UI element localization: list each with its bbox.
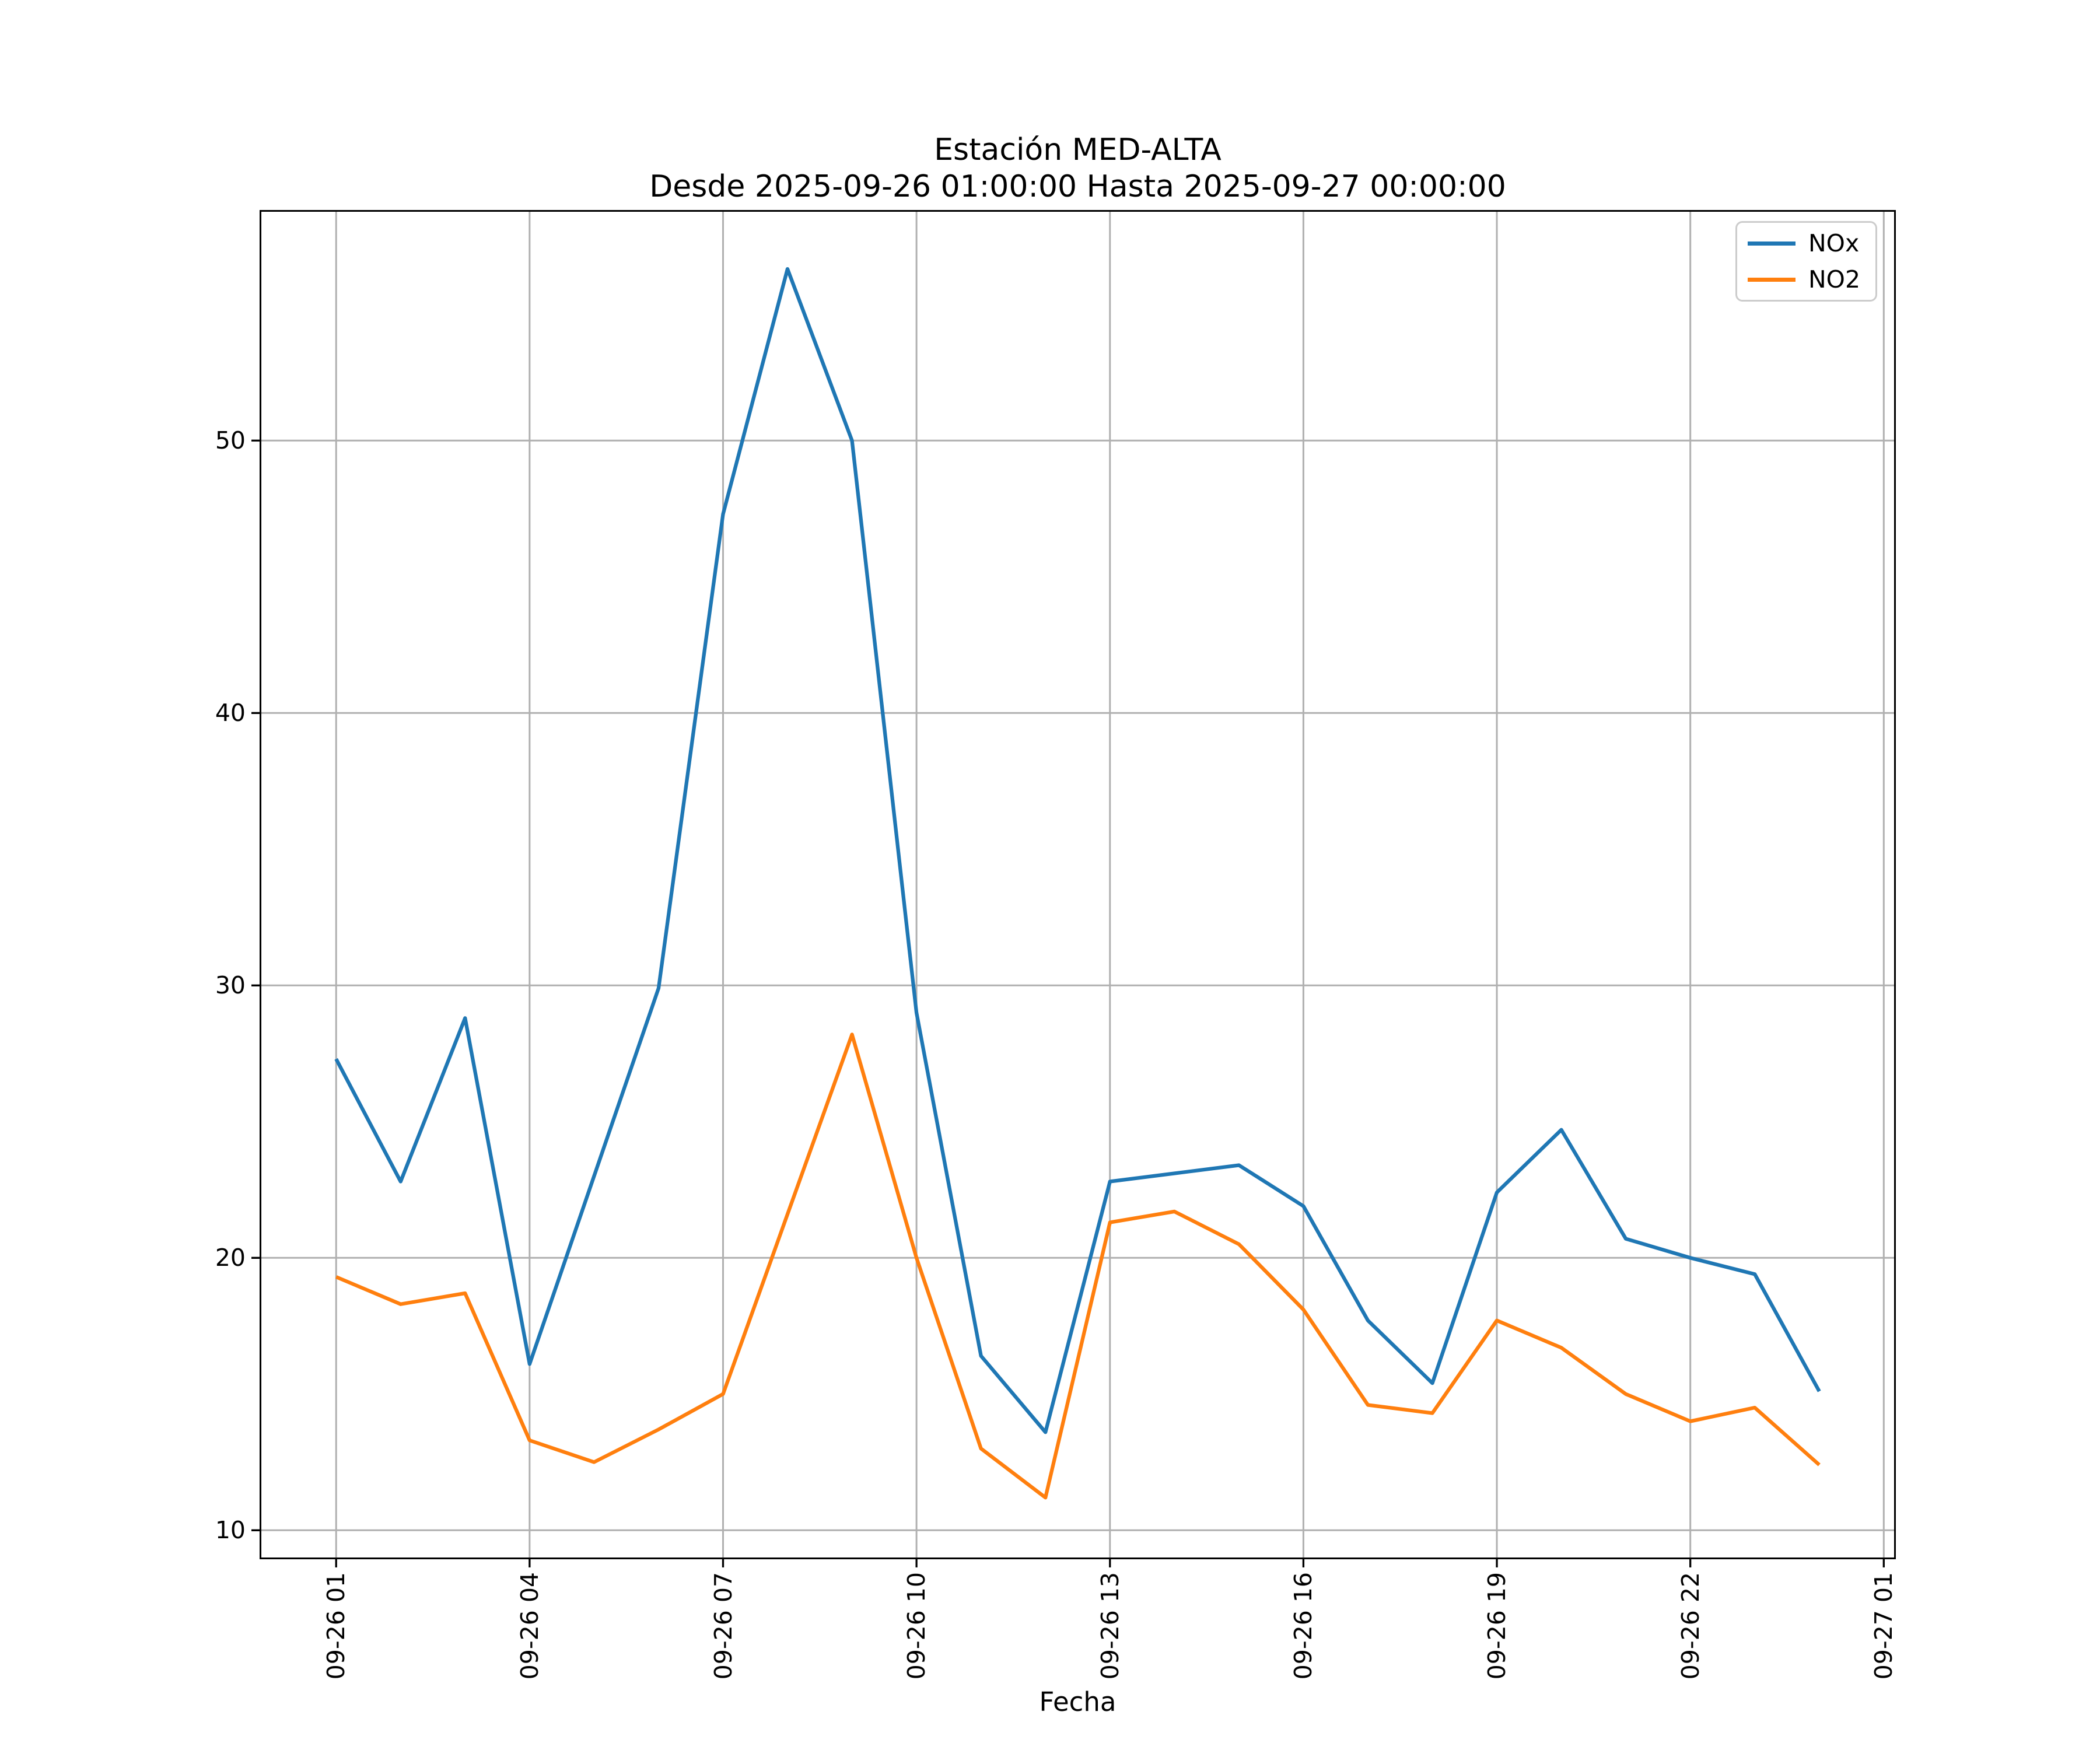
chart-canvas — [251, 212, 1894, 1567]
plot-area — [251, 210, 1896, 1567]
legend-item-no2: NO2 — [1748, 265, 1865, 293]
x-tick-label: 09-26 07 — [709, 1572, 737, 1680]
x-tick-label: 09-26 04 — [515, 1572, 544, 1680]
legend-item-nox: NOx — [1748, 229, 1865, 257]
chart-title-line1: Estación MED-ALTA — [934, 132, 1222, 167]
legend: NOx NO2 — [1735, 221, 1877, 302]
y-tick-label: 40 — [215, 699, 246, 727]
no2-line — [335, 1032, 1821, 1500]
x-tick-label: 09-27 01 — [1870, 1572, 1898, 1680]
y-tick-label: 30 — [215, 971, 246, 1000]
x-tick-label: 09-26 13 — [1096, 1572, 1124, 1680]
x-axis-label: Fecha — [1039, 1686, 1116, 1717]
x-tick-label: 09-26 19 — [1483, 1572, 1511, 1680]
x-tick-label: 09-26 10 — [902, 1572, 931, 1680]
chart-title: Estación MED-ALTA Desde 2025-09-26 01:00… — [260, 132, 1896, 205]
no2-line-sample-icon — [1748, 277, 1796, 282]
y-tick-label: 20 — [215, 1244, 246, 1272]
nox-line-sample-icon — [1748, 241, 1796, 246]
legend-label-no2: NO2 — [1808, 265, 1861, 293]
legend-label-nox: NOx — [1808, 229, 1860, 257]
nox-line — [334, 267, 1821, 1434]
x-tick-label: 09-26 01 — [322, 1572, 351, 1680]
y-tick-label: 10 — [215, 1516, 246, 1545]
x-tick-label: 09-26 16 — [1289, 1572, 1318, 1680]
x-tick-label: 09-26 22 — [1676, 1572, 1704, 1680]
chart-title-line2: Desde 2025-09-26 01:00:00 Hasta 2025-09-… — [649, 169, 1506, 204]
y-tick-label: 50 — [215, 426, 246, 455]
